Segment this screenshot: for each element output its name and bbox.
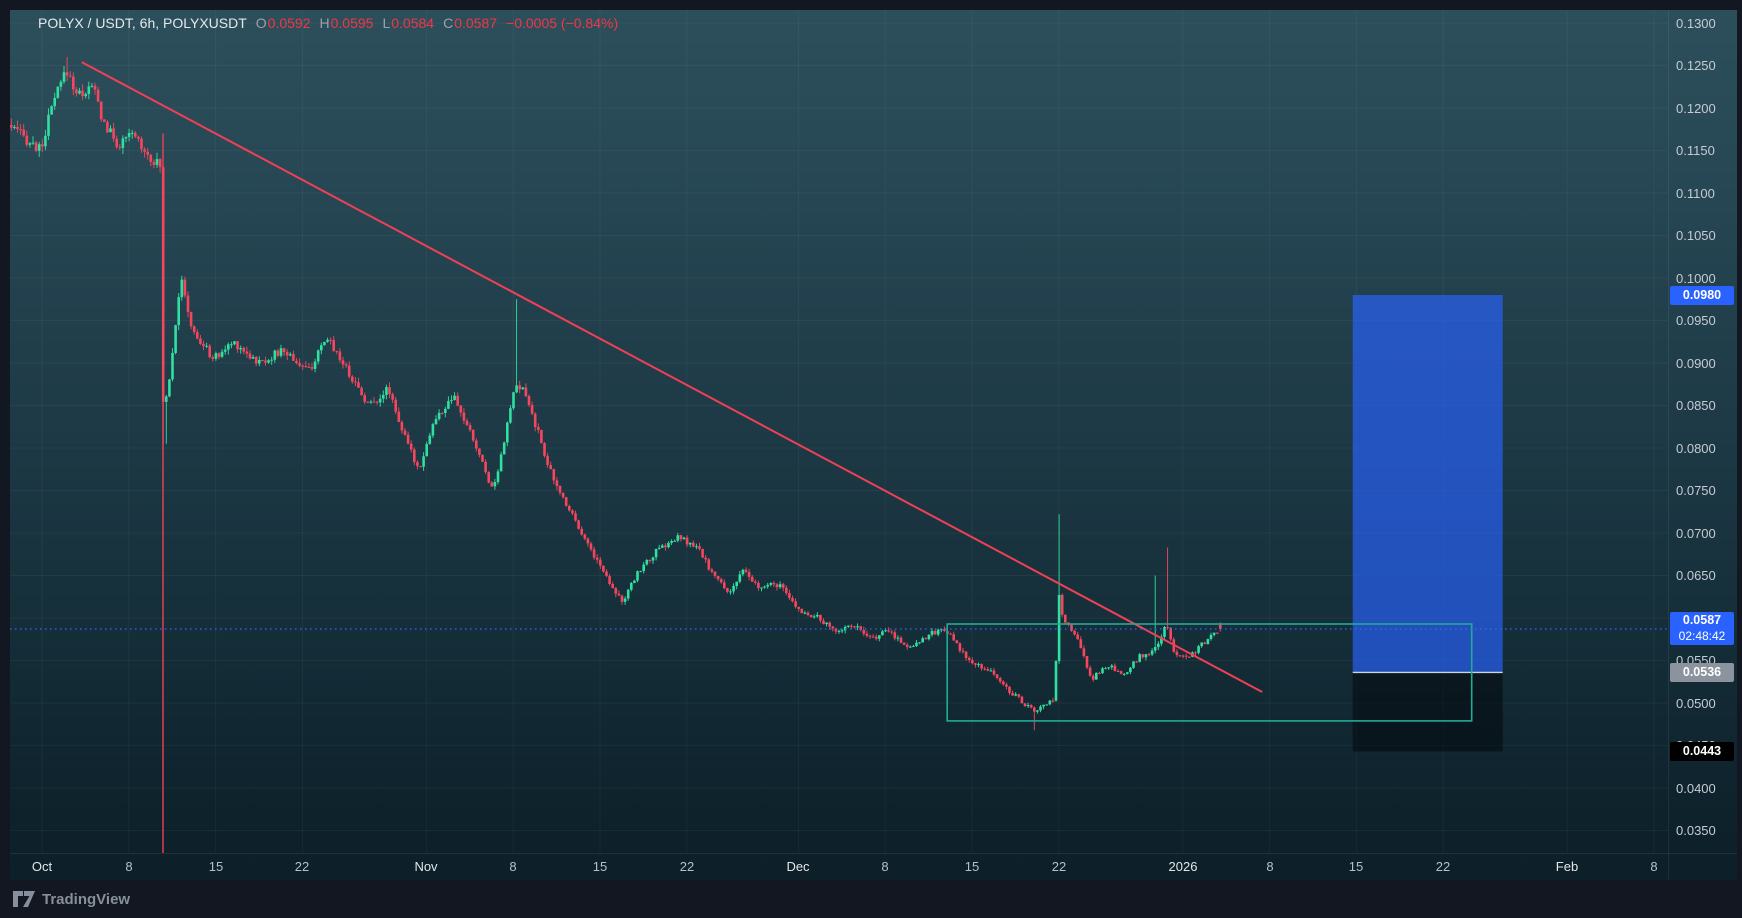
tradingview-logo-text: TradingView — [42, 890, 131, 908]
close-readout: C0.0587 — [443, 15, 498, 31]
price-tick-label: 0.0850 — [1676, 398, 1716, 413]
price-tick-label: 0.1150 — [1676, 143, 1715, 158]
time-tick-label: 8 — [1266, 859, 1274, 874]
left-strip — [0, 0, 10, 918]
tradingview-logo-icon — [13, 891, 35, 907]
price-tick-label: 0.0700 — [1676, 526, 1716, 541]
gray-price-badge: 0.0536 — [1670, 663, 1734, 682]
price-tick-label: 0.0350 — [1676, 823, 1716, 838]
price-tick-label: 0.0800 — [1676, 441, 1716, 456]
time-tick-label: Feb — [1555, 859, 1579, 874]
time-tick-label: 22 — [294, 859, 310, 874]
symbol-title[interactable]: POLYX / USDT, 6h, POLYXUSDT — [38, 15, 247, 31]
right-strip — [1737, 0, 1742, 918]
price-tick-label: 0.0750 — [1676, 483, 1716, 498]
price-tick-label: 0.0900 — [1676, 356, 1716, 371]
price-axis-border — [1668, 10, 1669, 880]
low-readout: L0.0584 — [382, 15, 435, 31]
bar-countdown: 02:48:42 — [1678, 629, 1726, 643]
range-box-drawing[interactable] — [946, 623, 1473, 722]
price-tick-label: 0.1200 — [1676, 101, 1716, 116]
time-tick-label: 15 — [208, 859, 224, 874]
time-tick-label: 22 — [1435, 859, 1451, 874]
price-tick-label: 0.0400 — [1676, 781, 1716, 796]
time-tick-label: Dec — [786, 859, 810, 874]
time-tick-label: 22 — [1051, 859, 1067, 874]
price-tick-label: 0.1000 — [1676, 271, 1716, 286]
time-tick-label: 8 — [1650, 859, 1658, 874]
open-readout: O0.0592 — [255, 15, 311, 31]
symbol-legend: POLYX / USDT, 6h, POLYXUSDT O0.0592 H0.0… — [38, 13, 618, 33]
footer-bar: TradingView — [0, 880, 1742, 918]
time-tick-label: Oct — [31, 859, 53, 874]
time-tick-label: Nov — [414, 859, 438, 874]
current-price-badge: 0.0587 02:48:42 — [1670, 612, 1734, 645]
current-price-value: 0.0587 — [1682, 613, 1722, 627]
blue-projection-box[interactable] — [1352, 295, 1503, 673]
candlestick-series — [10, 57, 1222, 731]
price-tick-label: 0.0500 — [1676, 696, 1716, 711]
time-tick-label: 22 — [679, 859, 695, 874]
time-tick-label: 2026 — [1168, 859, 1198, 874]
blue-price-badge: 0.0980 — [1670, 286, 1734, 305]
trendline-drawing[interactable] — [81, 61, 1263, 693]
price-tick-label: 0.1300 — [1676, 16, 1716, 31]
price-tick-label: 0.1050 — [1676, 228, 1716, 243]
price-tick-label: 0.1250 — [1676, 58, 1716, 73]
price-tick-label: 0.0950 — [1676, 313, 1716, 328]
price-tick-label: 0.1100 — [1676, 186, 1715, 201]
tradingview-logo-link[interactable]: TradingView — [13, 891, 130, 908]
time-tick-label: 8 — [509, 859, 517, 874]
change-readout: −0.0005 (−0.84%) — [506, 15, 619, 31]
black-price-badge: 0.0443 — [1670, 742, 1734, 761]
time-tick-label: 8 — [125, 859, 133, 874]
time-axis-border — [10, 853, 1737, 854]
time-tick-label: 15 — [592, 859, 608, 874]
time-tick-label: 8 — [881, 859, 889, 874]
candlestick-chart[interactable] — [10, 10, 1668, 853]
high-readout: H0.0595 — [319, 15, 374, 31]
top-strip — [0, 0, 1742, 10]
dark-projection-box[interactable] — [1352, 672, 1503, 752]
time-tick-label: 15 — [1348, 859, 1364, 874]
time-tick-label: 15 — [964, 859, 980, 874]
price-tick-label: 0.0650 — [1676, 568, 1716, 583]
